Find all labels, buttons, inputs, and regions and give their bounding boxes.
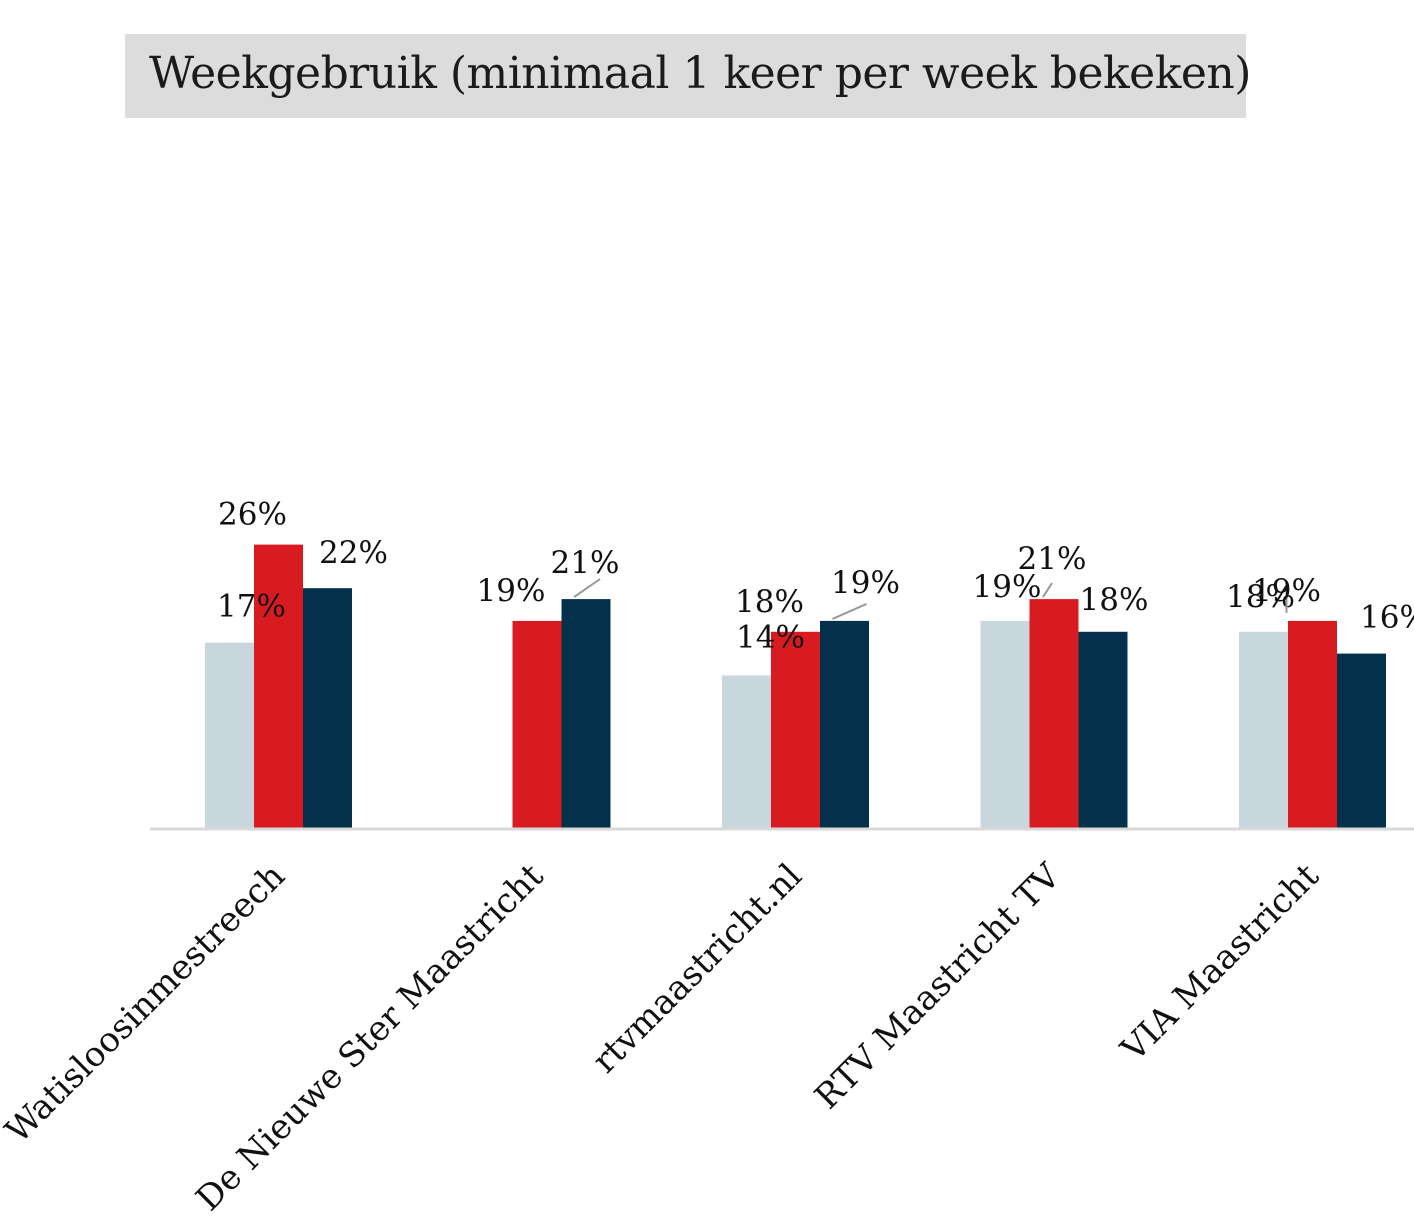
data-label: 19% [1252, 573, 1321, 609]
bar-3-de-nieuwe-ster-maastricht [561, 599, 611, 828]
bar-3-rtvmaastricht-nl [820, 620, 869, 828]
bar-3-watisloosinmestreech [303, 588, 352, 828]
data-label: 16% [1360, 600, 1414, 636]
bar-1-rtv-maastricht-tv [980, 620, 1030, 828]
bar-2-de-nieuwe-ster-maastricht [512, 620, 562, 828]
category-label: Watisloosinmestreech [0, 856, 293, 1151]
data-label: 21% [551, 545, 620, 581]
data-label: 26% [218, 497, 287, 533]
category-label: RTV Maastricht TV [807, 855, 1069, 1117]
chart-title: Weekgebruik (minimaal 1 keer per week be… [149, 48, 1251, 99]
bar-2-rtv-maastricht-tv [1029, 599, 1079, 828]
category-label: rtvmaastricht.nl [585, 856, 810, 1081]
category-label: VIA Maastricht [1113, 856, 1327, 1070]
bar-1-rtvmaastricht-nl [722, 675, 771, 828]
bar-2-via-maastricht [1288, 620, 1337, 828]
leader-line [1042, 582, 1053, 598]
data-label: 19% [831, 565, 900, 601]
data-label: 18% [1080, 582, 1149, 618]
data-label: 21% [1018, 541, 1087, 577]
leader-line [832, 602, 867, 620]
bar-2-watisloosinmestreech [254, 544, 303, 828]
data-label: 19% [477, 573, 546, 609]
data-label: 17% [217, 589, 286, 625]
leader-line [573, 578, 601, 598]
bar-3-via-maastricht [1337, 653, 1386, 828]
data-label: 18% [735, 584, 804, 620]
data-label: 22% [319, 535, 388, 571]
bar-2-rtvmaastricht-nl [771, 631, 820, 828]
data-label: 19% [973, 569, 1042, 605]
bar-1-via-maastricht [1239, 631, 1288, 828]
bar-1-watisloosinmestreech [205, 642, 254, 828]
data-label: 18% [1226, 579, 1295, 615]
bar-3-rtv-maastricht-tv [1078, 631, 1128, 828]
data-label: 14% [736, 619, 805, 655]
chart-title-box: Weekgebruik (minimaal 1 keer per week be… [125, 34, 1251, 118]
